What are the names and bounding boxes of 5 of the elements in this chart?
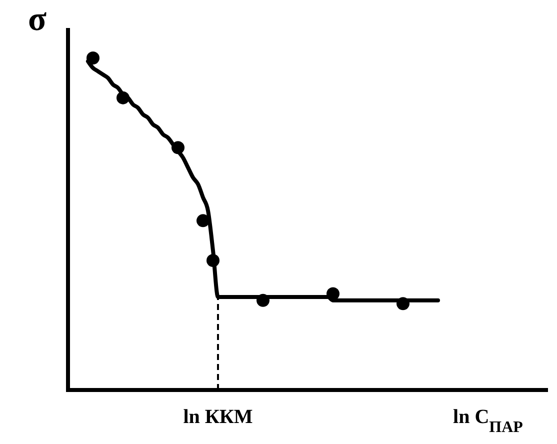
x-tick-label: ln ККМ [183, 406, 253, 428]
point [196, 214, 210, 228]
point [86, 52, 100, 64]
y-axis-title: σ [28, 1, 47, 38]
x-tick-label: ln C$_{ПАР}$ [453, 406, 524, 436]
